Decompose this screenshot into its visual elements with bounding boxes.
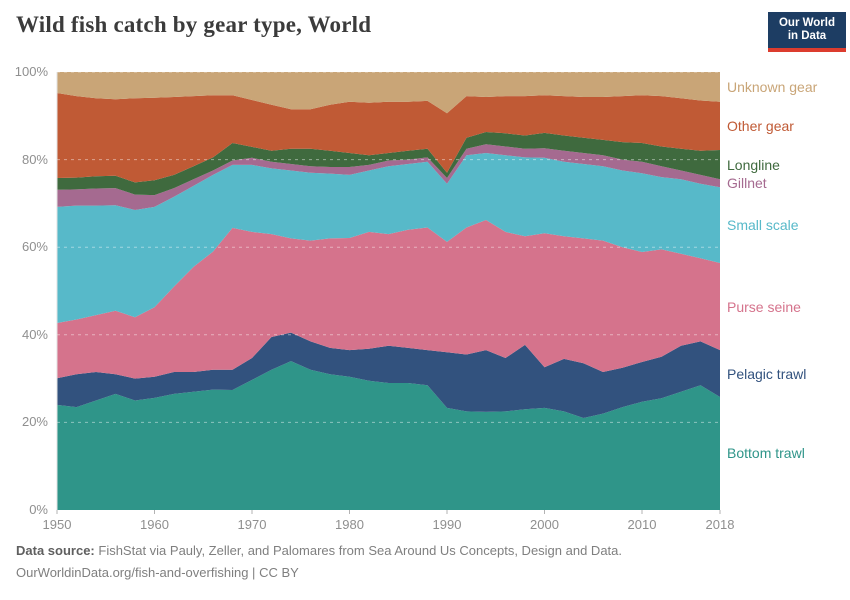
chart-plot-area[interactable] bbox=[56, 71, 721, 522]
owid-logo: Our World in Data bbox=[768, 12, 846, 52]
legend-item-bottom-trawl[interactable]: Bottom trawl bbox=[727, 445, 805, 462]
legend-item-pelagic-trawl[interactable]: Pelagic trawl bbox=[727, 365, 807, 382]
legend-item-gillnet[interactable]: Gillnet bbox=[727, 175, 767, 192]
data-source-label: Data source: bbox=[16, 543, 95, 558]
chart-footer: Data source: FishStat via Pauly, Zeller,… bbox=[16, 540, 622, 584]
area-gillnet[interactable] bbox=[57, 144, 720, 210]
area-small-scale[interactable] bbox=[57, 153, 720, 323]
source-url: OurWorldinData.org/fish-and-overfishing bbox=[16, 565, 249, 580]
x-axis-label-2010: 2010 bbox=[627, 517, 657, 532]
owid-logo-line1: Our World bbox=[778, 17, 835, 29]
x-axis-label-1960: 1960 bbox=[140, 517, 169, 532]
x-axis-label-2000: 2000 bbox=[530, 517, 559, 532]
x-axis-label-1970: 1970 bbox=[237, 517, 267, 532]
y-axis-label-100: 100% bbox=[14, 64, 48, 79]
y-axis-label-20: 20% bbox=[21, 414, 48, 430]
area-pelagic-trawl[interactable] bbox=[57, 332, 720, 418]
legend-item-other-gear[interactable]: Other gear bbox=[727, 117, 794, 134]
area-longline[interactable] bbox=[57, 132, 720, 196]
license-label: CC BY bbox=[259, 565, 299, 580]
stacked-area-chart: 0% 20% 40% 60% 80% 100% 1950 1960 1970 1980 1990 2… bbox=[0, 60, 850, 540]
data-source-line: Data source: FishStat via Pauly, Zeller,… bbox=[16, 540, 622, 562]
owid-logo-line2: in Data bbox=[787, 30, 827, 42]
y-axis-label-60: 60% bbox=[21, 239, 48, 255]
y-axis-label-80: 80% bbox=[21, 151, 48, 167]
data-source-text: FishStat via Pauly, Zeller, and Palomare… bbox=[98, 543, 623, 558]
area-unknown-gear[interactable] bbox=[57, 72, 720, 114]
area-other-gear[interactable] bbox=[57, 93, 720, 183]
citation-line: OurWorldinData.org/fish-and-overfishing … bbox=[16, 562, 622, 584]
legend-item-small-scale[interactable]: Small scale bbox=[727, 217, 799, 234]
page-title: Wild fish catch by gear type, World bbox=[16, 12, 372, 37]
x-axis-label-1990: 1990 bbox=[432, 517, 462, 532]
y-axis-label-40: 40% bbox=[21, 326, 48, 342]
separator: | bbox=[252, 565, 256, 580]
legend-item-purse-seine[interactable]: Purse seine bbox=[727, 298, 801, 315]
legend-item-longline[interactable]: Longline bbox=[727, 156, 780, 173]
area-bottom-trawl[interactable] bbox=[57, 361, 720, 510]
x-axis-label-1950: 1950 bbox=[42, 517, 72, 532]
x-axis-label-1980: 1980 bbox=[335, 517, 364, 532]
y-axis-label-0: 0% bbox=[29, 502, 48, 517]
x-axis-label-2018: 2018 bbox=[705, 517, 735, 532]
area-purse-seine[interactable] bbox=[57, 220, 720, 379]
legend-item-unknown-gear[interactable]: Unknown gear bbox=[727, 78, 818, 95]
